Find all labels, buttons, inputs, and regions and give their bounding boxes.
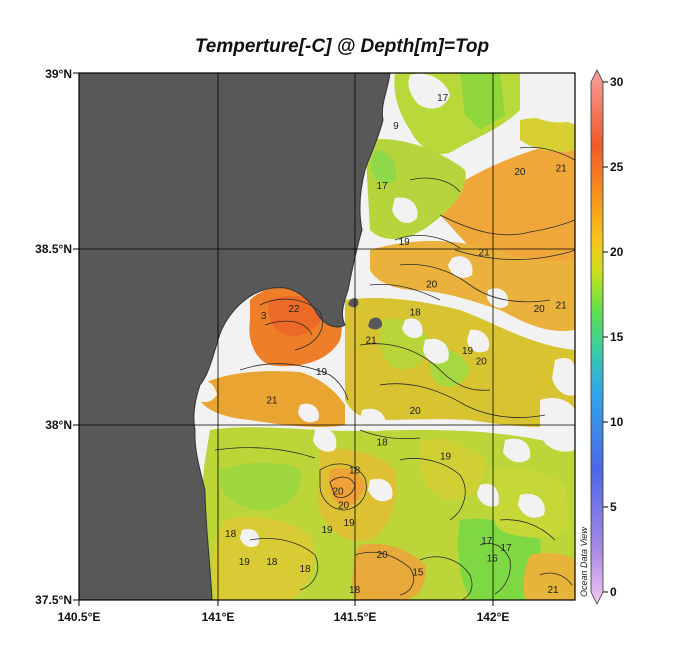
contour-label: 18: [377, 437, 389, 448]
x-tick-label: 140.5°E: [58, 610, 101, 624]
contour-lines: [214, 146, 575, 600]
chart-title: Temperture[-C] @ Depth[m]=Top: [194, 36, 490, 57]
contour-label: 19: [316, 367, 328, 378]
contour-label: 9: [393, 121, 399, 132]
contour-label: 20: [377, 550, 389, 561]
contour-label: 15: [412, 567, 424, 578]
contour-label: 17: [377, 181, 389, 192]
contour-label: 22: [288, 304, 300, 315]
contour-label: 19: [462, 346, 474, 357]
contour-label: 20: [514, 167, 526, 178]
colorbar-tick-label: 5: [610, 500, 617, 514]
plot-frame: [78, 72, 576, 601]
contour-label: 21: [556, 300, 568, 311]
contour-label: 19: [343, 518, 355, 529]
land-mass: [79, 73, 390, 600]
contour-label: 21: [547, 585, 559, 596]
contour-label: 18: [266, 557, 278, 568]
contour-label: 18: [349, 585, 361, 596]
y-tick-label: 38°N: [45, 418, 72, 432]
contour-label: 20: [338, 501, 350, 512]
contour-label: 21: [366, 336, 378, 347]
colorbar: 0 5 10 15 20 25 30: [590, 69, 624, 605]
contour-label: 20: [426, 279, 438, 290]
contour-label: 20: [410, 406, 422, 417]
y-tick-label: 39°N: [45, 67, 72, 81]
ocean-data-view-watermark: Ocean Data View: [579, 527, 589, 597]
contour-label: 17: [481, 536, 493, 547]
contour-label: 18: [410, 307, 422, 318]
contour-label: 18: [349, 466, 361, 477]
contour-label: 20: [476, 357, 488, 368]
contour-label: 20: [534, 304, 546, 315]
colorbar-tick-label: 15: [610, 330, 624, 344]
y-tick-label: 38.5°N: [35, 242, 72, 256]
grid-lines: [79, 73, 575, 600]
contour-label: 19: [239, 557, 251, 568]
colorbar-tick-label: 30: [610, 75, 624, 89]
colorbar-tick-label: 20: [610, 245, 624, 259]
contour-label: 19: [321, 525, 333, 536]
x-tick-label: 141°E: [202, 610, 235, 624]
temperature-field: [200, 73, 575, 600]
contour-label: 20: [332, 487, 344, 498]
contour-label: 16: [487, 553, 499, 564]
no-data-holes: [190, 73, 575, 548]
contour-label: 17: [501, 543, 513, 554]
x-tick-label: 142°E: [477, 610, 510, 624]
contour-label: 18: [225, 529, 237, 540]
tick-marks: [73, 72, 494, 606]
y-tick-label: 37.5°N: [35, 593, 72, 607]
contour-label: 21: [479, 248, 491, 259]
contour-label: 21: [556, 163, 568, 174]
colorbar-tick-label: 25: [610, 160, 624, 174]
colorbar-tick-label: 10: [610, 415, 624, 429]
contour-label: 19: [399, 237, 411, 248]
coastline: [193, 73, 391, 600]
contour-label: 21: [266, 395, 278, 406]
contour-label: 18: [299, 564, 311, 575]
contour-label: 17: [437, 93, 449, 104]
colorbar-tick-label: 0: [610, 585, 617, 599]
x-tick-label: 141.5°E: [334, 610, 377, 624]
contour-label: 3: [261, 311, 267, 322]
contour-label: 19: [440, 452, 452, 463]
